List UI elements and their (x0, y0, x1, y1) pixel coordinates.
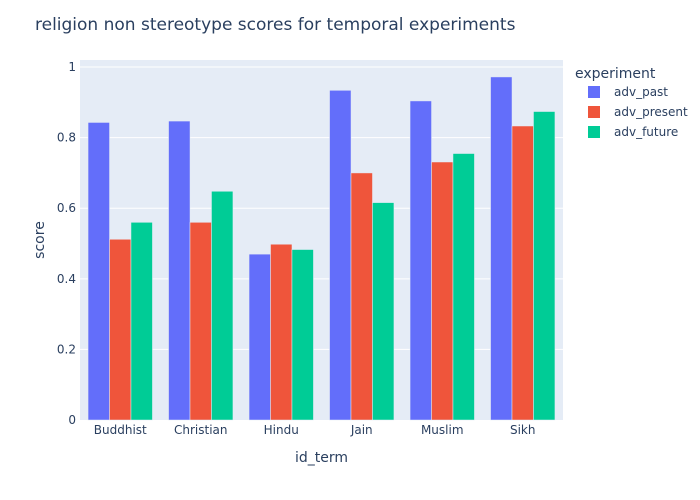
bar-adv_present-jain (350, 172, 373, 421)
bar-adv_future-jain (372, 202, 395, 421)
legend-label-adv_past: adv_past (614, 85, 668, 99)
legend-label-adv_present: adv_present (614, 105, 688, 119)
bar-adv_past-buddhist (87, 122, 110, 421)
chart-title: religion non stereotype scores for tempo… (35, 15, 516, 35)
bar-adv_past-hindu (248, 253, 271, 421)
bar-adv_future-hindu (291, 249, 314, 421)
bar-adv_past-christian (168, 120, 191, 421)
legend-title: experiment (575, 66, 656, 82)
x-tick-label: Christian (174, 423, 228, 437)
bar-adv_future-buddhist (130, 222, 153, 421)
bar-adv_present-christian (189, 222, 212, 421)
x-tick-label: Hindu (264, 423, 299, 437)
y-axis-ticks: 0 0.2 0.4 0.6 0.8 1 (57, 60, 76, 427)
y-tick-label: 0.2 (57, 342, 76, 356)
bar-adv_future-sikh (533, 111, 556, 421)
legend: experiment adv_past adv_present adv_future (575, 66, 688, 139)
y-tick-label: 0.4 (57, 272, 76, 286)
y-tick-label: 0.6 (57, 201, 76, 215)
bar-adv_present-sikh (511, 125, 534, 421)
x-axis-title: id_term (295, 450, 348, 466)
gridlines (80, 66, 563, 350)
x-tick-label: Sikh (510, 423, 536, 437)
bar-adv_present-hindu (270, 243, 293, 421)
x-tick-label: Muslim (421, 423, 464, 437)
x-tick-label: Jain (350, 423, 373, 437)
bar-adv_present-buddhist (109, 239, 132, 421)
bar-adv_future-christian (211, 191, 234, 421)
x-axis-ticks: Buddhist Christian Hindu Jain Muslim Sikh (94, 423, 536, 437)
y-axis-title: score (32, 221, 48, 259)
bar-adv_past-jain (329, 90, 352, 421)
legend-label-adv_future: adv_future (614, 125, 678, 139)
bar-adv_past-sikh (490, 76, 513, 421)
y-tick-label: 0.8 (57, 131, 76, 145)
bars (87, 76, 556, 421)
plot-area (80, 60, 563, 420)
bar-adv_present-muslim (431, 161, 454, 421)
legend-swatch-adv_present (588, 106, 600, 118)
legend-swatch-adv_future (588, 126, 600, 138)
bar-adv_future-muslim (452, 153, 475, 421)
y-tick-label: 0 (68, 413, 76, 427)
x-tick-label: Buddhist (94, 423, 147, 437)
y-tick-label: 1 (68, 60, 76, 74)
bar-adv_past-muslim (409, 100, 432, 421)
legend-swatch-adv_past (588, 86, 600, 98)
